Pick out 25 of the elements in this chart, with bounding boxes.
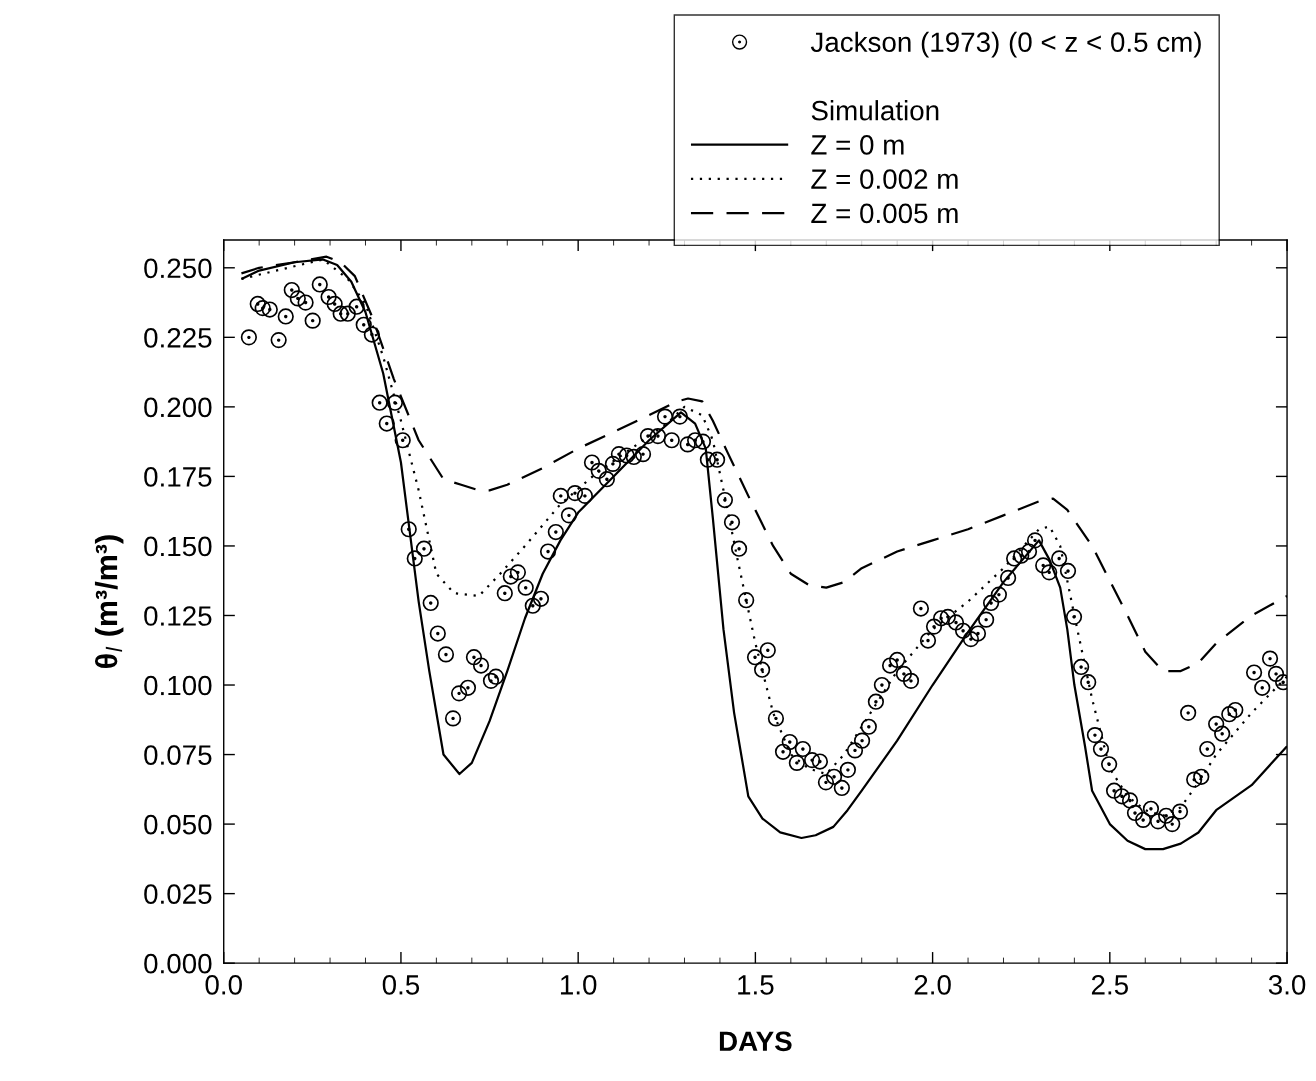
y-tick-label: 0.100 — [144, 675, 212, 696]
y-tick-label: 0.050 — [144, 814, 212, 835]
legend-label: Z = 0 m — [811, 135, 904, 155]
x-tick-label: 3.0 — [1268, 975, 1306, 995]
legend-label: Jackson (1973) (0 < z < 0.5 cm) — [810, 31, 1201, 58]
x-tick-label: 1.0 — [560, 975, 597, 995]
x-tick-label: 1.5 — [738, 975, 774, 995]
legend-title: Simulation — [811, 100, 939, 121]
x-tick-label: 2.0 — [914, 975, 951, 995]
y-tick-label: 0.125 — [144, 606, 212, 626]
x-axis-title: DAYS — [719, 1031, 792, 1052]
y-tick-label: 0.025 — [144, 884, 212, 904]
y-tick-label: 0.175 — [144, 467, 212, 487]
x-tick-label: 2.5 — [1091, 975, 1128, 995]
y-tick-label: 0.250 — [144, 258, 212, 279]
y-tick-label: 0.075 — [144, 745, 212, 765]
y-tick-label: 0.225 — [144, 328, 212, 348]
x-tick-label: 0.5 — [382, 975, 420, 995]
x-tick-label: 0.0 — [205, 975, 242, 995]
y-tick-label: 0.000 — [144, 953, 212, 974]
y-tick-label: 0.200 — [144, 397, 212, 418]
y-axis-title: θ$_{l}$ (m³/m³) — [94, 535, 124, 669]
legend-label: Z = 0.005 m — [811, 203, 958, 224]
legend-label: Z = 0.002 m — [811, 169, 958, 189]
y-tick-label: 0.150 — [144, 536, 212, 557]
